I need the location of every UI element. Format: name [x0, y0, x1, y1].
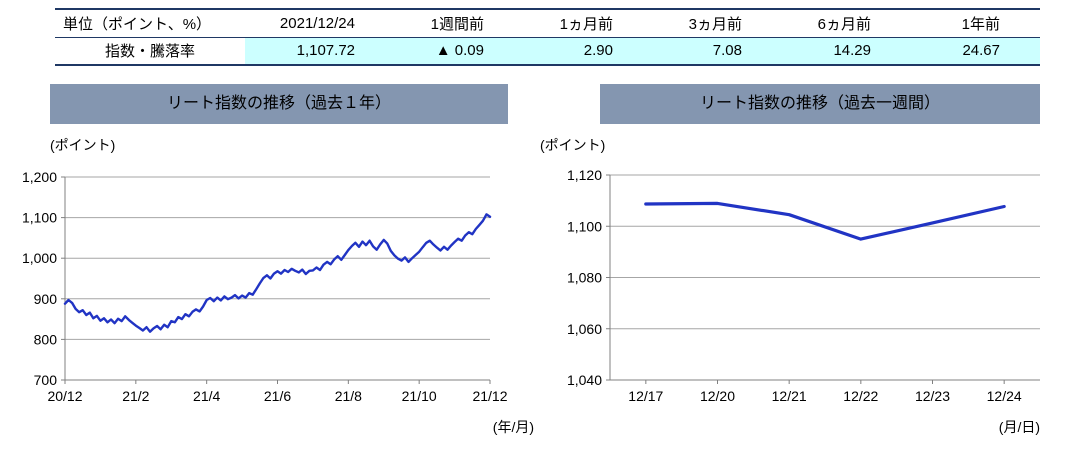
x-axis-tick-label: 12/21 — [772, 388, 807, 404]
table-period-header: 1年前 — [961, 15, 1000, 33]
weekly-x-unit-label: (月/日) — [999, 419, 1040, 435]
x-axis-tick-label: 12/20 — [700, 388, 735, 404]
table-unit-header: 単位（ポイント、%） — [63, 15, 212, 33]
y-axis-tick-label: 700 — [34, 372, 58, 388]
y-axis-tick-label: 1,200 — [22, 169, 57, 185]
summary-table-body: 指数・騰落率 1,107.72 ▲ 0.09 2.90 7.08 14.29 24.67 — [55, 37, 1040, 65]
y-axis-tick-label: 1,040 — [567, 372, 602, 388]
table-value-cell: 7.08 — [653, 37, 782, 65]
x-axis-tick-label: 21/10 — [402, 388, 437, 404]
yearly-line-chart: (ポイント) (年/月) 700 800 900 1,000 1,100 1,200 20/… — [22, 137, 534, 435]
table-value-cell: ▲ 0.09 — [395, 37, 524, 65]
yearly-y-unit-label: (ポイント) — [50, 137, 115, 153]
yearly-x-unit-label: (年/月) — [493, 419, 534, 435]
x-axis-tick-label: 21/6 — [264, 388, 291, 404]
weekly-chart-title: リート指数の推移（過去一週間） — [600, 84, 1040, 124]
table-value-cell: 14.29 — [782, 37, 911, 65]
table-value-cell: 2.90 — [524, 37, 653, 65]
index-summary-table: 単位（ポイント、%） 2021/12/24 1週間前 1ヵ月前 3ヵ月前 6ヵ月前 1年前 … — [55, 8, 1040, 66]
x-axis-tick-label: 12/17 — [628, 388, 663, 404]
table-row-label: 指数・騰落率 — [104, 43, 195, 61]
table-data-row: 指数・騰落率 1,107.72 ▲ 0.09 2.90 7.08 14.29 24.67 — [55, 37, 1040, 65]
x-axis-tick-label: 20/12 — [47, 388, 82, 404]
table-period-header: 6ヵ月前 — [817, 15, 871, 33]
y-axis-tick-label: 1,100 — [567, 218, 602, 234]
y-axis-tick-label: 1,000 — [22, 250, 57, 266]
table-period-header: 3ヵ月前 — [688, 15, 742, 33]
x-axis-tick-label: 12/22 — [843, 388, 878, 404]
table-period-header: 1週間前 — [430, 15, 484, 33]
y-axis-tick-label: 1,080 — [567, 270, 602, 286]
table-value-cell: 24.67 — [911, 37, 1040, 65]
weekly-y-unit-label: (ポイント) — [540, 137, 605, 153]
summary-table-head: 単位（ポイント、%） 2021/12/24 1週間前 1ヵ月前 3ヵ月前 6ヵ月前 1年前 — [55, 9, 1040, 37]
table-period-header: 1ヵ月前 — [559, 15, 613, 33]
y-axis-tick-label: 800 — [34, 331, 58, 347]
y-axis-tick-label: 1,060 — [567, 321, 602, 337]
x-axis-tick-label: 21/8 — [335, 388, 362, 404]
weekly-line-chart: (ポイント) (月/日) 1,040 1,060 1,080 1,100 1,120 12… — [540, 137, 1040, 435]
table-value-cell: 1,107.72 — [245, 37, 395, 65]
x-axis-tick-label: 21/2 — [122, 388, 149, 404]
table-period-header: 2021/12/24 — [279, 14, 355, 32]
y-axis-tick-label: 900 — [34, 291, 58, 307]
y-axis-tick-label: 1,100 — [22, 210, 57, 226]
x-axis-tick-label: 12/23 — [915, 388, 950, 404]
x-axis-tick-label: 21/12 — [472, 388, 507, 404]
index-line-series — [63, 213, 492, 333]
index-line-series — [644, 201, 1006, 241]
y-axis-tick-label: 1,120 — [567, 167, 602, 183]
table-header-row: 単位（ポイント、%） 2021/12/24 1週間前 1ヵ月前 3ヵ月前 6ヵ月前 1年前 — [55, 9, 1040, 37]
yearly-chart-title: リート指数の推移（過去１年） — [50, 84, 508, 124]
x-axis-tick-label: 12/24 — [987, 388, 1022, 404]
x-axis-tick-label: 21/4 — [193, 388, 220, 404]
